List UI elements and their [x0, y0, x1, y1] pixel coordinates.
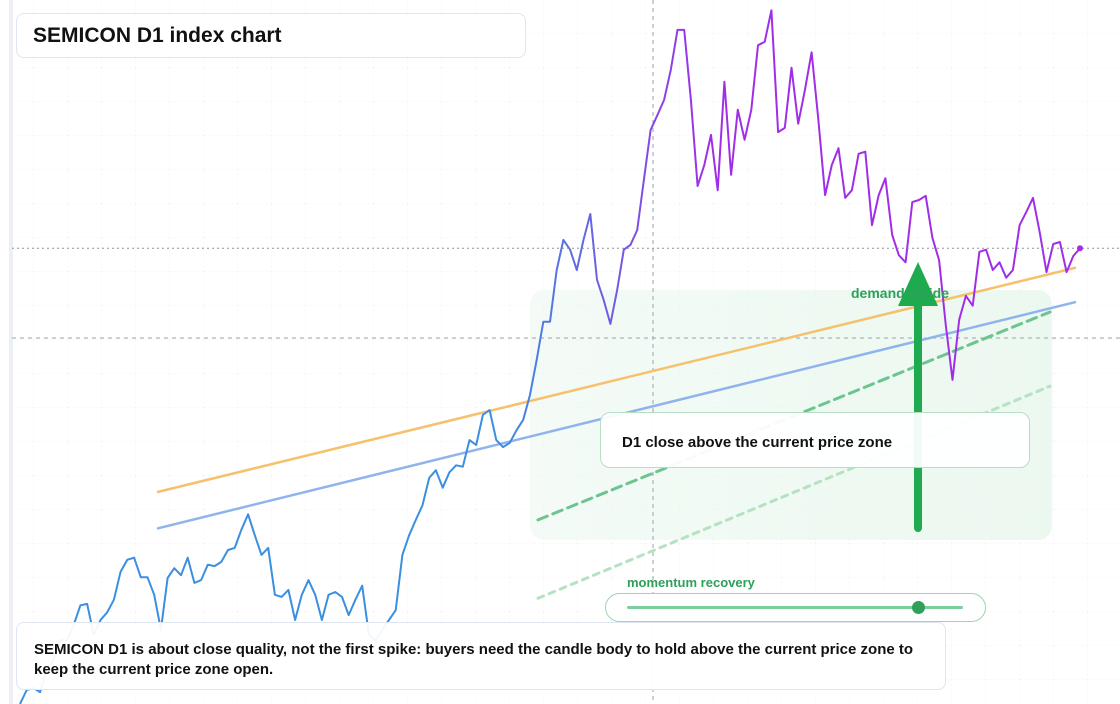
- last-point: [1077, 245, 1083, 252]
- arrow-head: [898, 262, 938, 306]
- price-line: [19, 9, 1081, 704]
- caption-text: SEMICON D1 is about close quality, not t…: [34, 641, 914, 678]
- slider-track: [627, 606, 963, 609]
- chart-title: SEMICON D1 index chart: [33, 24, 282, 47]
- callout-text: D1 close above the current price zone: [622, 434, 893, 451]
- caption: SEMICON D1 is about close quality, not t…: [16, 622, 946, 690]
- zone-label: demand divide: [851, 285, 950, 301]
- left-edge: [9, 0, 13, 704]
- slider-knob[interactable]: [912, 601, 925, 614]
- callout: D1 close above the current price zone: [600, 412, 1030, 468]
- slider[interactable]: [605, 593, 986, 622]
- series: [12, 9, 1120, 704]
- slider-label: momentum recovery: [627, 575, 755, 590]
- title-card: SEMICON D1 index chart: [16, 13, 526, 58]
